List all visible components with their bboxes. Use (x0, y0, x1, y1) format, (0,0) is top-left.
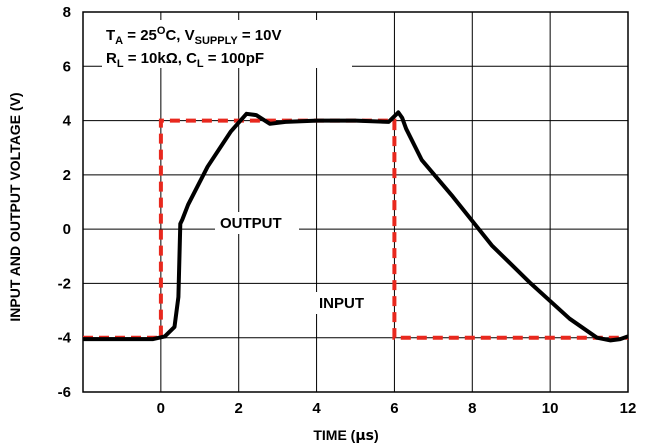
series-output-line (83, 110, 629, 343)
x-axis-label: TIME (µs) (313, 427, 378, 444)
y-tick-label: 8 (63, 4, 71, 21)
x-tick-label: 2 (235, 400, 243, 417)
plot-frame (82, 11, 629, 393)
output-label-bg (215, 212, 299, 234)
y-axis-label: INPUT AND OUTPUT VOLTAGE (V) (7, 92, 23, 321)
x-tick-labels: 0 2 4 6 8 10 12 (157, 400, 637, 417)
x-tick-label: 0 (157, 400, 165, 417)
input-label-bg (315, 292, 379, 314)
input-label: INPUT (319, 295, 364, 312)
conditions-line-2: RL = 10kΩ, CL = 100pF (106, 50, 264, 70)
y-tick-label: 2 (63, 167, 71, 184)
x-tick-label: 6 (390, 400, 398, 417)
y-tick-label: 4 (63, 113, 72, 130)
y-tick-label: 0 (63, 221, 71, 238)
x-tick-label: 8 (468, 400, 476, 417)
y-tick-labels: -6 -4 -2 0 2 4 6 8 (58, 4, 72, 401)
y-tick-label: -4 (58, 330, 72, 347)
x-tick-label: 10 (542, 400, 559, 417)
conditions-box (102, 20, 352, 68)
y-tick-label: 6 (63, 58, 71, 75)
conditions-line-1: TA = 25OC, VSUPPLY = 10V (106, 25, 281, 47)
y-tick-label: -6 (58, 384, 71, 401)
output-label: OUTPUT (220, 215, 282, 232)
y-tick-label: -2 (58, 275, 71, 292)
x-tick-label: 4 (312, 400, 321, 417)
x-tick-label: 12 (620, 400, 637, 417)
